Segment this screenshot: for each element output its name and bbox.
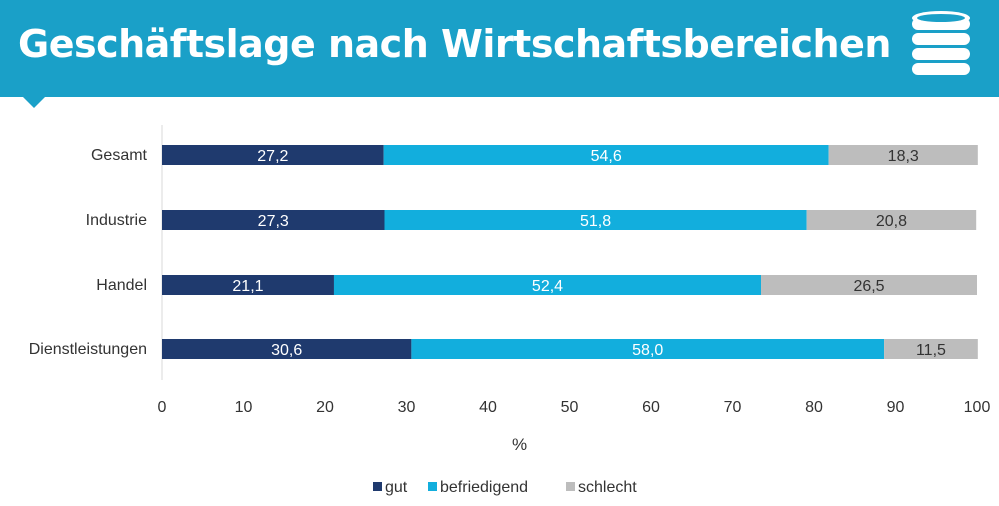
x-tick-label: 80	[805, 399, 823, 416]
bar-befriedigend	[384, 210, 807, 230]
bar-gut	[162, 275, 334, 295]
x-tick-label: 90	[887, 399, 905, 416]
data-label: 18,3	[888, 148, 919, 165]
data-label: 54,6	[591, 148, 622, 165]
legend-swatch-gut	[373, 482, 382, 491]
bar-gut	[162, 339, 412, 359]
bar-schlecht	[828, 145, 978, 165]
data-label: 11,5	[916, 342, 946, 359]
header-banner: Geschäftslage nach Wirtschaftsbereichen	[0, 0, 999, 97]
data-label: 51,8	[580, 213, 611, 230]
data-label: 21,1	[232, 278, 263, 295]
x-tick-label: 0	[158, 399, 167, 416]
x-tick-label: 70	[724, 399, 742, 416]
bar-gut	[162, 145, 384, 165]
legend-label: gut	[385, 479, 408, 496]
data-label: 58,0	[632, 342, 663, 359]
bar-gut	[162, 210, 385, 230]
x-tick-label: 50	[561, 399, 579, 416]
bar-schlecht	[761, 275, 977, 295]
category-label: Gesamt	[91, 147, 148, 164]
x-tick-label: 60	[642, 399, 660, 416]
x-axis-title: %	[512, 435, 527, 454]
data-label: 27,3	[258, 213, 289, 230]
category-label: Industrie	[86, 212, 147, 229]
category-label: Handel	[96, 277, 147, 294]
data-label: 52,4	[532, 278, 563, 295]
legend-swatch-schlecht	[566, 482, 575, 491]
page-title: Geschäftslage nach Wirtschaftsbereichen	[18, 22, 891, 66]
database-stack-icon	[908, 8, 974, 93]
x-tick-label: 20	[316, 399, 334, 416]
bar-schlecht	[806, 210, 977, 230]
data-label: 20,8	[876, 213, 907, 230]
bar-befriedigend	[383, 145, 829, 165]
data-label: 30,6	[271, 342, 302, 359]
legend-label: befriedigend	[440, 479, 528, 496]
x-tick-label: 40	[479, 399, 497, 416]
category-label: Dienstleistungen	[29, 341, 147, 358]
x-tick-label: 30	[398, 399, 416, 416]
x-tick-label: 100	[964, 399, 991, 416]
banner-notch	[22, 96, 46, 108]
bar-befriedigend	[333, 275, 762, 295]
data-label: 26,5	[853, 278, 884, 295]
bar-schlecht	[884, 339, 978, 359]
legend-swatch-befriedigend	[428, 482, 437, 491]
bar-befriedigend	[411, 339, 885, 359]
legend-label: schlecht	[578, 479, 637, 496]
x-tick-label: 10	[235, 399, 253, 416]
data-label: 27,2	[257, 148, 288, 165]
